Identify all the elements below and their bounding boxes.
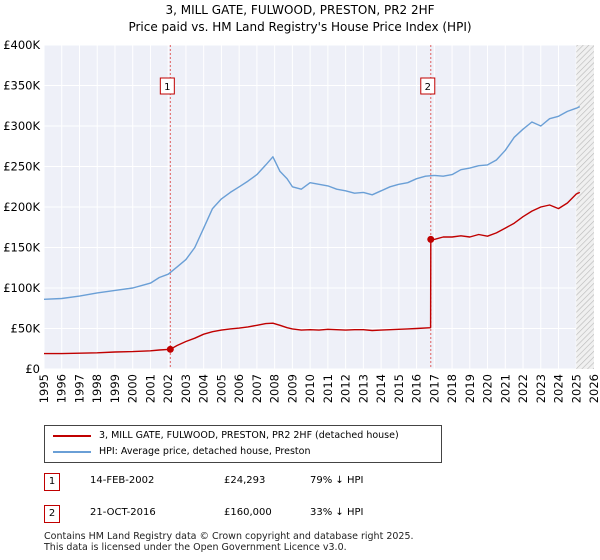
x-tick-label: 2018 (445, 374, 459, 403)
property-price-line (44, 191, 581, 355)
sale-marker-box (159, 77, 175, 95)
x-tick-label: 2025 (569, 374, 583, 403)
sale-hpi-diff: 79% ↓ HPI (310, 475, 364, 486)
legend-item-property: 3, MILL GATE, FULWOOD, PRESTON, PR2 2HF … (53, 429, 399, 443)
x-tick-label: 2024 (552, 374, 566, 403)
x-tick-label: 2003 (179, 374, 193, 403)
footer-line-2: This data is licensed under the Open Gov… (44, 542, 347, 553)
x-tick-label: 2001 (143, 374, 157, 403)
sale-point (166, 345, 174, 353)
y-tick-label: £400K (3, 38, 40, 52)
x-tick-label: 2015 (392, 374, 406, 403)
y-tick-label: £50K (11, 322, 41, 336)
legend-label-property: 3, MILL GATE, FULWOOD, PRESTON, PR2 2HF … (99, 430, 399, 441)
sale-marker-label: 1 (164, 82, 170, 93)
sale-date: 14-FEB-2002 (90, 475, 155, 486)
legend: 3, MILL GATE, FULWOOD, PRESTON, PR2 2HF … (44, 425, 442, 463)
x-tick-label: 1996 (55, 374, 69, 403)
sale-price: £24,293 (224, 475, 266, 486)
y-tick-label: £0 (25, 362, 40, 376)
x-tick-label: 2014 (374, 374, 388, 403)
footer-line-1: Contains HM Land Registry data © Crown c… (44, 531, 414, 542)
x-tick-label: 2005 (214, 374, 228, 403)
chart-area: 1 2 £0 £50K £100K £150K £200K £250K £300K £350K £… (3, 38, 600, 403)
x-tick-label: 1995 (37, 374, 51, 403)
y-tick-label: £100K (3, 281, 40, 295)
sale-point (427, 235, 435, 243)
x-tick-label: 2010 (303, 374, 317, 403)
sale-marker-box (420, 77, 436, 95)
x-tick-label: 2021 (498, 374, 512, 403)
x-tick-label: 2026 (587, 374, 600, 403)
x-tick-label: 1998 (90, 374, 104, 403)
x-tick-label: 2002 (161, 374, 175, 403)
x-tick-label: 2020 (481, 374, 495, 403)
x-tick-label: 2012 (339, 374, 353, 403)
sales-table: 1 14-FEB-2002 £24,293 79% ↓ HPI 2 21-OCT… (44, 472, 464, 532)
sale-number-badge: 1 (44, 473, 60, 491)
x-tick-label: 2000 (126, 374, 140, 403)
y-tick-label: £200K (3, 200, 40, 214)
x-tick-label: 2019 (463, 374, 477, 403)
sale-number-badge: 2 (44, 505, 60, 523)
x-tick-label: 1997 (72, 374, 86, 403)
legend-label-hpi: HPI: Average price, detached house, Pres… (99, 446, 311, 457)
footer-attribution: Contains HM Land Registry data © Crown c… (44, 531, 414, 553)
y-tick-label: £300K (3, 119, 40, 133)
x-tick-label: 2022 (516, 374, 530, 403)
x-tick-label: 2006 (232, 374, 246, 403)
legend-swatch-property (53, 434, 91, 437)
y-tick-label: £350K (3, 79, 40, 93)
legend-item-hpi: HPI: Average price, detached house, Pres… (53, 445, 310, 459)
sale-marker-label: 2 (425, 82, 431, 93)
x-tick-label: 1999 (108, 374, 122, 403)
x-tick-label: 2008 (268, 374, 282, 403)
y-tick-label: £150K (3, 241, 40, 255)
chart-title-line2: Price paid vs. HM Land Registry's House … (128, 20, 472, 34)
sale-price: £160,000 (224, 507, 272, 518)
x-tick-label: 2011 (321, 374, 335, 403)
x-tick-label: 2009 (285, 374, 299, 403)
hpi-line (43, 105, 581, 300)
x-tick-label: 2004 (197, 374, 211, 403)
x-tick-label: 2023 (534, 374, 548, 403)
x-tick-label: 2017 (427, 374, 441, 403)
y-tick-label: £250K (3, 160, 40, 174)
forecast-hatch-region (576, 45, 594, 369)
sale-date: 21-OCT-2016 (90, 507, 156, 518)
chart-title-line1: 3, MILL GATE, FULWOOD, PRESTON, PR2 2HF (165, 3, 435, 17)
sale-hpi-diff: 33% ↓ HPI (310, 507, 364, 518)
x-tick-label: 2007 (250, 374, 264, 403)
legend-swatch-hpi (53, 450, 91, 453)
x-tick-label: 2016 (410, 374, 424, 403)
x-tick-label: 2013 (356, 374, 370, 403)
